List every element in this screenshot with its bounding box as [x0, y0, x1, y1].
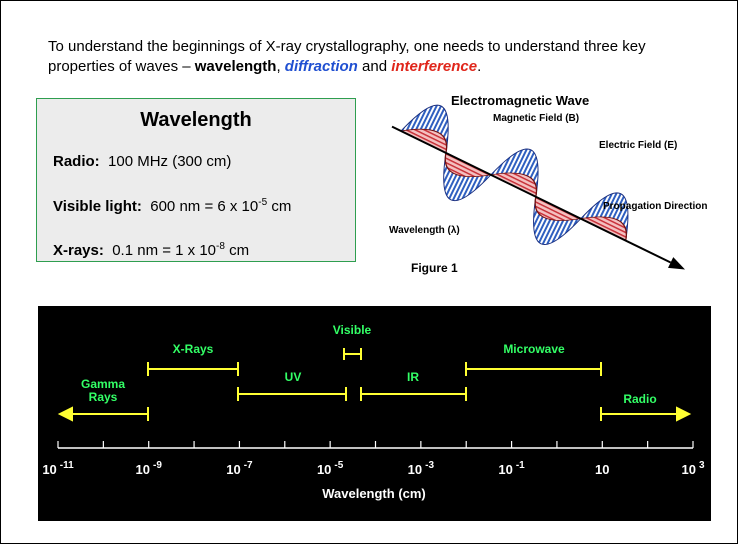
- exponent: -1: [516, 460, 525, 471]
- row: Radio: 100 MHz (300 cm): [53, 153, 231, 170]
- band-label: UV: [285, 370, 302, 384]
- base: 10: [595, 462, 609, 477]
- intro-text: To understand the beginnings of X-ray cr…: [48, 37, 708, 77]
- base: 10: [136, 462, 150, 477]
- value: cm: [225, 242, 249, 259]
- text: wavelength: [195, 58, 277, 75]
- band-label: IR: [407, 370, 419, 384]
- base: 10: [317, 462, 331, 477]
- text: diffraction: [285, 58, 358, 75]
- value: 100 MHz (300 cm): [108, 153, 231, 170]
- value: cm: [267, 198, 291, 215]
- text: ,: [276, 58, 284, 75]
- value: 600 nm = 6 x 10: [150, 198, 258, 215]
- base: 10: [226, 462, 240, 477]
- exponent: -9: [153, 460, 162, 471]
- exponent: -7: [244, 460, 253, 471]
- row: X-rays: 0.1 nm = 1 x 10-8 cm: [53, 241, 249, 259]
- text: .: [477, 58, 481, 75]
- exponent: -5: [334, 460, 343, 471]
- label: Visible light:: [53, 198, 142, 215]
- caption: Figure 1: [411, 261, 458, 275]
- band-label: Visible: [333, 323, 372, 337]
- axis-title: Wavelength (cm): [322, 486, 426, 501]
- exponent: -11: [60, 460, 74, 471]
- sup: -8: [216, 241, 225, 252]
- base: 10: [42, 462, 56, 477]
- text: interference: [391, 58, 477, 75]
- label: Electric Field (E): [599, 140, 677, 151]
- band-label: Radio: [623, 392, 656, 406]
- label: X-rays:: [53, 242, 104, 259]
- tick-label: 10: [595, 462, 609, 477]
- base: 10: [681, 462, 695, 477]
- band-label: Gamma: [81, 377, 125, 391]
- text: and: [358, 58, 391, 75]
- sup: -5: [258, 197, 267, 208]
- wavelength-box: Wavelength Radio: 100 MHz (300 cm) Visib…: [36, 98, 356, 262]
- band-label: Rays: [89, 390, 118, 404]
- value: 0.1 nm = 1 x 10: [112, 242, 216, 259]
- band-label: X-Rays: [173, 342, 214, 356]
- exponent: -3: [425, 460, 434, 471]
- label: Wavelength (λ): [389, 225, 460, 236]
- exponent: 3: [699, 460, 705, 471]
- label: Propagation Direction: [603, 201, 707, 212]
- row: Visible light: 600 nm = 6 x 10-5 cm: [53, 197, 291, 215]
- base: 10: [498, 462, 512, 477]
- slide: To understand the beginnings of X-ray cr…: [0, 0, 738, 544]
- base: 10: [408, 462, 422, 477]
- box-title: Wavelength: [37, 109, 355, 132]
- label: Magnetic Field (B): [493, 113, 579, 124]
- figure-title: Electromagnetic Wave: [451, 93, 589, 108]
- band-label: Microwave: [503, 342, 565, 356]
- spectrum: Gamma Rays X-Rays UV Visible IR Microwav…: [38, 306, 711, 521]
- label: Radio:: [53, 153, 100, 170]
- figure: Electromagnetic Wave Magnetic Field (B) …: [381, 91, 716, 281]
